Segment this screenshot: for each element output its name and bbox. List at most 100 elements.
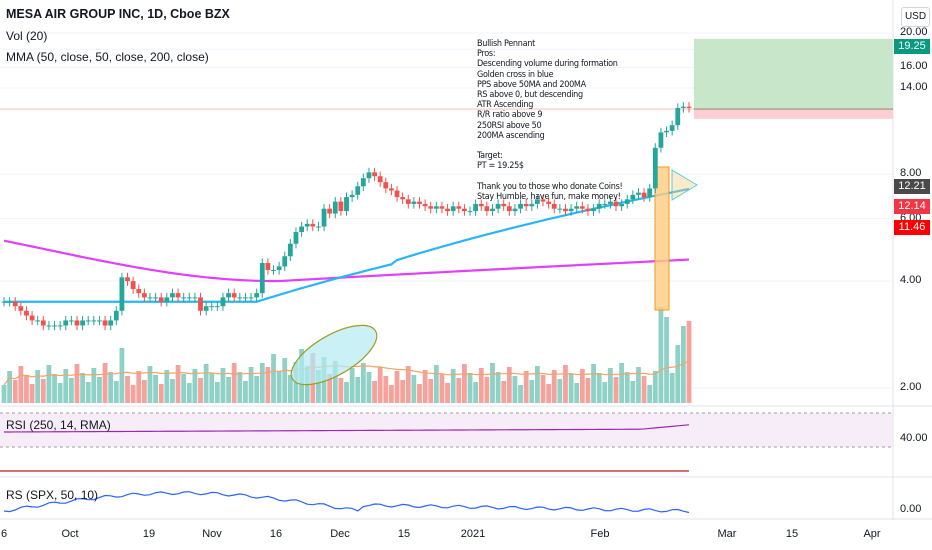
candle-body [658, 132, 664, 148]
candle-body [141, 293, 147, 298]
volume-bar [63, 369, 69, 403]
candle-body [237, 297, 243, 299]
candle-body [35, 320, 41, 322]
volume-bar [198, 378, 203, 403]
volume-bar [186, 383, 192, 403]
volume-bar [220, 368, 226, 403]
candle-body [231, 293, 237, 298]
candle-body [422, 203, 428, 207]
volume-bar [551, 370, 557, 403]
volume-bar [478, 368, 484, 403]
time-axis-tick: 19 [142, 528, 156, 540]
candle-body [490, 208, 495, 212]
candle-body [349, 194, 355, 198]
volume-bar [282, 358, 288, 403]
candle-body [456, 206, 462, 209]
currency-button[interactable]: USD [901, 7, 930, 27]
volume-bar [473, 382, 479, 403]
candle-body [299, 226, 304, 233]
candle-body [675, 107, 681, 126]
candle-body [91, 320, 97, 322]
candle-body [377, 176, 383, 183]
candle-body [518, 203, 523, 209]
volume-bar [254, 376, 260, 403]
stop-zone [694, 109, 893, 119]
candle-body [433, 206, 439, 209]
flagpole-highlight [654, 166, 670, 311]
volume-bar [130, 385, 136, 403]
volume-bar [495, 372, 501, 403]
rsi-indicator-label[interactable]: RSI (250, 14, RMA) [6, 418, 111, 432]
volume-bar [490, 363, 495, 403]
candle-body [563, 208, 568, 212]
candle-body [450, 206, 456, 212]
volume-bar [535, 366, 540, 403]
volume-bar [613, 377, 619, 403]
target-zone [694, 38, 893, 110]
candle-body [636, 192, 641, 195]
candle-body [405, 199, 411, 204]
volume-bar [658, 307, 664, 403]
volume-bar [602, 382, 608, 403]
volume-bar [355, 377, 361, 403]
volume-bar [237, 372, 243, 403]
volume-bar [563, 365, 568, 403]
volume-bar [501, 381, 507, 403]
volume-bar [405, 366, 411, 403]
candle-body [316, 226, 321, 228]
candle-body [24, 310, 29, 316]
volume-bar [327, 374, 333, 403]
volume-bar [422, 370, 428, 403]
candle-body [467, 211, 473, 213]
price-axis-tick: 14.00 [900, 80, 928, 93]
candle-body [226, 293, 231, 298]
candle-body [293, 232, 299, 244]
candle-body [119, 277, 125, 311]
rs-line [3, 491, 690, 514]
volume-bar [428, 379, 434, 403]
volume-bar [389, 385, 394, 403]
candle-body [74, 320, 80, 326]
volume-bar [450, 369, 456, 403]
volume-bar [439, 374, 445, 403]
volume-indicator-label[interactable]: Vol (20) [6, 29, 48, 43]
candle-body [540, 199, 546, 202]
volume-bar [338, 378, 344, 403]
volume-bar [652, 371, 658, 403]
volume-bar [209, 373, 215, 403]
candle-body [7, 301, 13, 303]
candle-body [63, 320, 69, 326]
candle-body [445, 208, 450, 212]
volume-bar [641, 376, 647, 403]
price-tag: 12.21 [894, 179, 930, 194]
candle-body [327, 208, 333, 214]
price-axis-tick: 2.00 [900, 381, 922, 393]
candle-body [669, 125, 675, 131]
candle-body [130, 281, 136, 290]
volume-bar [624, 372, 630, 403]
volume-bar [540, 375, 546, 403]
volume-bar [243, 381, 248, 403]
candle-body [591, 208, 596, 212]
volume-bar [113, 381, 119, 403]
candle-body [332, 201, 338, 214]
volume-bar [214, 382, 220, 403]
volume-bar [248, 367, 254, 403]
time-axis-tick: 16 [269, 528, 283, 540]
volume-bar [344, 382, 349, 403]
volume-bar [108, 372, 114, 403]
volume-bar [158, 384, 164, 403]
mma-indicator-label[interactable]: MMA (50, close, 50, close, 200, close) [6, 50, 209, 64]
candle-body [254, 293, 260, 298]
time-axis-tick: Mar [717, 528, 737, 540]
candle-body [647, 188, 653, 198]
candle-body [383, 182, 389, 189]
rs-indicator-label[interactable]: RS (SPX, 50, 10) [6, 488, 99, 502]
candle-body [113, 310, 119, 321]
volume-bar [349, 368, 355, 403]
volume-bar [686, 321, 692, 403]
volume-bar [636, 367, 641, 403]
candle-body [506, 206, 512, 212]
volume-bar [271, 354, 276, 403]
